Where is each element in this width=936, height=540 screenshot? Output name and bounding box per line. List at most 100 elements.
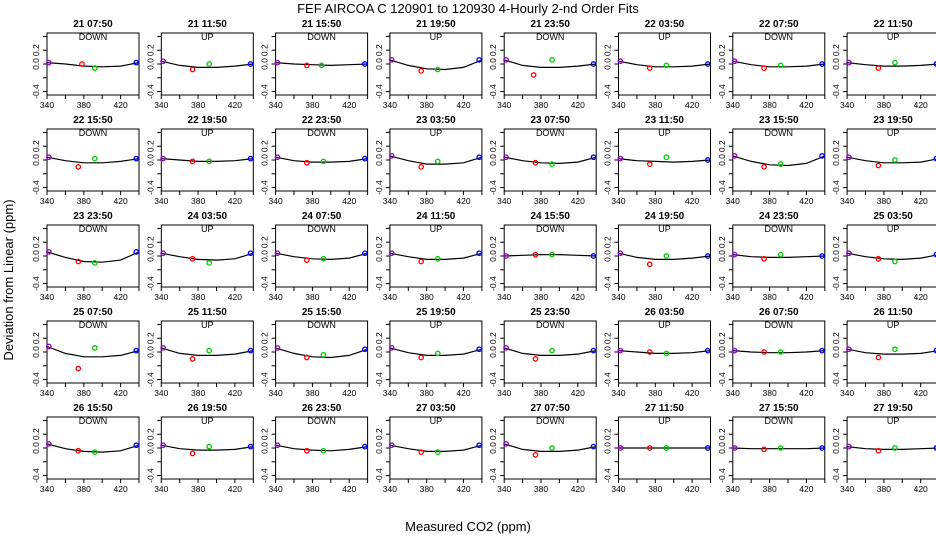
panel-title: 22 11:50 <box>874 19 913 30</box>
fit-curve <box>618 158 711 163</box>
y-tick-label: -0.4 <box>831 372 841 387</box>
data-point <box>45 154 52 161</box>
data-point <box>777 445 784 451</box>
data-point <box>91 449 98 455</box>
data-point <box>761 446 767 453</box>
data-point <box>79 61 85 67</box>
panel-title: 25 19:50 <box>416 307 456 318</box>
y-tick-label: 0.0 <box>260 154 270 166</box>
data-point <box>663 350 670 357</box>
panel-mode-label: DOWN <box>307 320 336 330</box>
x-tick-label: 380 <box>877 196 891 206</box>
data-point <box>590 61 597 67</box>
data-point <box>388 345 395 351</box>
y-tick-label: -0.4 <box>488 180 498 195</box>
panel: 24 11:50 UP 340 380 420 -0.4 0.0 0.2 <box>374 211 483 302</box>
x-tick-label: 340 <box>611 196 625 206</box>
data-point <box>731 251 738 258</box>
y-tick-label: 0.0 <box>31 154 41 166</box>
x-tick-label: 420 <box>456 292 470 302</box>
panel-mode-label: DOWN <box>307 416 336 426</box>
y-tick-label: -0.4 <box>717 468 727 483</box>
y-tick-label: -0.4 <box>31 276 41 291</box>
fit-curve <box>161 252 254 261</box>
panel-title: 27 03:50 <box>416 403 456 414</box>
data-point <box>320 158 327 165</box>
data-point <box>206 443 212 450</box>
data-point <box>274 250 281 257</box>
data-point <box>361 250 368 257</box>
x-tick-label: 420 <box>914 100 928 110</box>
panel: 22 19:50 UP 340 380 420 -0.4 0.0 0.2 <box>145 115 254 206</box>
panel: 26 15:50 DOWN 340 380 420 -0.4 0.0 0.2 <box>31 403 140 494</box>
data-point <box>590 443 597 450</box>
fit-curve <box>846 156 936 164</box>
y-tick-label: -0.4 <box>603 84 613 99</box>
panel: 25 23:50 DOWN 340 380 420 -0.4 0.0 0.2 <box>488 307 597 398</box>
data-point <box>532 251 539 258</box>
y-tick-label: -0.4 <box>260 84 270 99</box>
panel-mode-label: DOWN <box>536 224 565 234</box>
y-tick-label: -0.4 <box>831 276 841 291</box>
y-tick-label: -0.4 <box>374 372 384 387</box>
x-tick-label: 340 <box>726 100 740 110</box>
y-tick-label: 0.0 <box>831 442 841 454</box>
y-tick-label: 0.0 <box>374 58 384 70</box>
x-tick-label: 340 <box>383 196 397 206</box>
data-point <box>846 346 852 353</box>
panel: 21 15:50 DOWN 340 380 420 -0.4 0.0 0.2 <box>260 19 369 110</box>
panel: 23 03:50 UP 340 380 420 -0.4 0.0 0.2 <box>374 115 483 206</box>
data-point <box>590 154 597 161</box>
data-point <box>875 65 882 71</box>
panel-mode-label: DOWN <box>765 128 794 138</box>
x-tick-label: 420 <box>914 484 928 494</box>
data-point <box>731 347 738 354</box>
y-tick-label: 0.0 <box>31 58 41 70</box>
data-point <box>617 155 624 162</box>
panel: 25 03:50 UP 340 380 420 -0.4 0.0 0.2 <box>831 211 936 302</box>
y-tick-label: 0.2 <box>31 332 41 344</box>
y-tick-label: -0.4 <box>603 372 613 387</box>
panel: 23 15:50 DOWN 340 380 420 -0.4 0.0 0.2 <box>717 115 826 206</box>
x-tick-label: 380 <box>420 484 434 494</box>
panel-title: 22 23:50 <box>302 115 342 126</box>
data-point <box>45 441 52 447</box>
x-tick-label: 420 <box>571 484 585 494</box>
fit-curve <box>504 443 597 452</box>
y-tick-label: 0.0 <box>260 58 270 70</box>
y-tick-label: 0.2 <box>603 236 613 248</box>
y-tick-label: 0.0 <box>488 154 498 166</box>
x-tick-label: 380 <box>191 484 205 494</box>
y-tick-label: 0.0 <box>717 442 727 454</box>
y-tick-label: 0.0 <box>831 346 841 358</box>
y-tick-label: 0.2 <box>488 332 498 344</box>
data-point <box>704 445 711 451</box>
data-point <box>761 164 767 170</box>
data-point <box>875 255 882 262</box>
data-point <box>503 441 509 447</box>
panel-mode-label: DOWN <box>765 416 794 426</box>
data-point <box>933 251 936 258</box>
y-tick-label: -0.4 <box>831 180 841 195</box>
panel-title: 21 19:50 <box>416 19 456 30</box>
x-tick-label: 340 <box>40 100 54 110</box>
data-point <box>846 154 852 161</box>
data-point <box>646 349 653 355</box>
panel-mode-label: UP <box>658 128 671 138</box>
data-point <box>704 157 711 163</box>
data-point <box>819 61 825 67</box>
x-tick-label: 420 <box>114 484 128 494</box>
data-point <box>45 249 52 255</box>
y-tick-label: 0.0 <box>603 442 613 454</box>
data-point <box>434 158 441 165</box>
data-point <box>476 154 482 161</box>
x-tick-label: 420 <box>342 196 356 206</box>
y-tick-label: 0.0 <box>603 154 613 166</box>
x-tick-label: 380 <box>420 292 434 302</box>
x-tick-label: 340 <box>726 292 740 302</box>
x-tick-label: 380 <box>648 388 662 398</box>
x-tick-label: 420 <box>228 388 242 398</box>
data-point <box>133 249 140 255</box>
x-tick-label: 420 <box>914 196 928 206</box>
